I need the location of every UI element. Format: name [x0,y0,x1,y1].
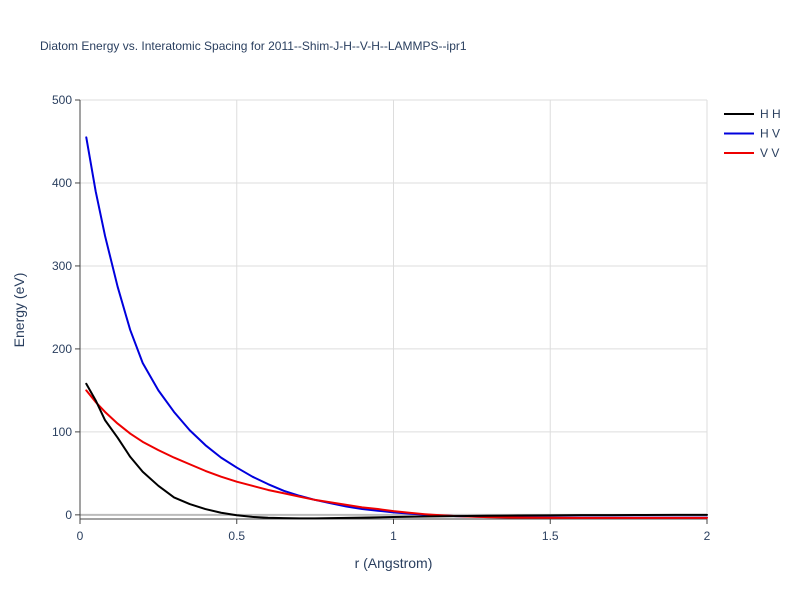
y-tick-label: 200 [52,342,72,356]
legend-item-h-v[interactable]: H V [724,127,780,141]
y-axis-title: Energy (eV) [11,273,27,348]
x-tick-label: 2 [704,529,711,543]
legend-item-v-v[interactable]: V V [724,146,779,160]
x-ticks: 0 0.5 1 1.5 2 [77,519,711,543]
y-tick-label: 500 [52,93,72,107]
series-line-v-v [85,389,708,519]
series-line-h-h [85,382,708,520]
x-tick-label: 0 [77,529,84,543]
grid-y [80,99,707,516]
x-axis-title: r (Angstrom) [355,555,433,571]
legend-label: H H [760,107,781,121]
legend: H H H V V V [724,107,781,160]
y-tick-label: 0 [65,508,72,522]
legend-label: H V [760,127,780,141]
y-ticks: 0 100 200 300 400 500 [52,93,80,522]
legend-label: V V [760,146,779,160]
y-tick-label: 100 [52,425,72,439]
chart-title: Diatom Energy vs. Interatomic Spacing fo… [40,39,467,53]
legend-item-h-h[interactable]: H H [724,107,781,121]
y-tick-label: 400 [52,176,72,190]
x-tick-label: 0.5 [228,529,245,543]
grid-x [236,100,708,519]
x-tick-label: 1 [390,529,397,543]
y-tick-label: 300 [52,259,72,273]
x-tick-label: 1.5 [542,529,559,543]
series-lines [85,136,708,520]
